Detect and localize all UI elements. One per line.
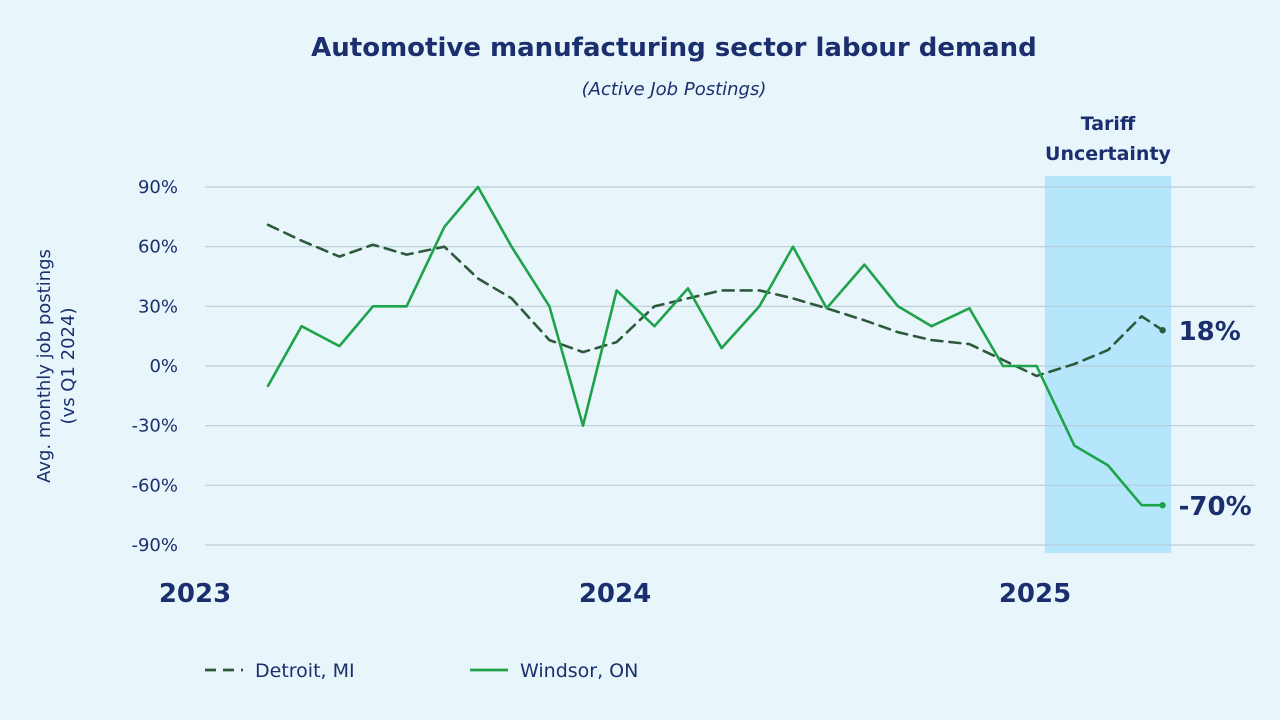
y-tick-label: 90% bbox=[138, 177, 178, 198]
y-axis-label-line-2: (vs Q1 2024) bbox=[58, 308, 79, 425]
y-tick-label: 60% bbox=[138, 237, 178, 258]
x-tick-label: 2023 bbox=[159, 579, 231, 609]
y-tick-label: -30% bbox=[131, 416, 178, 437]
y-tick-label: -60% bbox=[131, 475, 178, 496]
y-tick-label: -90% bbox=[131, 535, 178, 556]
chart-subtitle: (Active Job Postings) bbox=[582, 79, 767, 100]
legend-label: Detroit, MI bbox=[255, 660, 355, 682]
x-tick-label: 2025 bbox=[999, 579, 1071, 609]
tariff-uncertainty-region bbox=[1045, 176, 1171, 553]
end-labels: 18% -70% bbox=[1179, 317, 1252, 522]
series-line-windsor-on bbox=[266, 185, 1164, 507]
shaded-region-label-line-2: Uncertainty bbox=[1045, 143, 1171, 165]
y-axis-label: Avg. monthly job postings (vs Q1 2024) bbox=[34, 249, 79, 483]
series-lines bbox=[266, 185, 1166, 509]
x-tick-labels: 2023 2024 2025 bbox=[159, 579, 1071, 609]
legend-label: Windsor, ON bbox=[520, 660, 638, 682]
end-label: 18% bbox=[1179, 317, 1241, 347]
end-label: -70% bbox=[1179, 492, 1252, 522]
y-axis-label-line-1: Avg. monthly job postings bbox=[34, 249, 55, 483]
chart-title: Automotive manufacturing sector labour d… bbox=[311, 33, 1037, 63]
series-end-point-windsor-on bbox=[1159, 502, 1166, 509]
y-tick-label: 0% bbox=[149, 356, 178, 377]
y-tick-label: 30% bbox=[138, 296, 178, 317]
y-tick-labels: 90% 60% 30% 0% -30% -60% -90% bbox=[131, 177, 178, 556]
series-end-point-detroit-mi bbox=[1159, 327, 1166, 334]
legend: Detroit, MI Windsor, ON bbox=[205, 660, 638, 682]
x-tick-label: 2024 bbox=[579, 579, 651, 609]
series-line-detroit-mi bbox=[266, 223, 1164, 378]
shaded-region-label-line-1: Tariff bbox=[1081, 113, 1136, 135]
